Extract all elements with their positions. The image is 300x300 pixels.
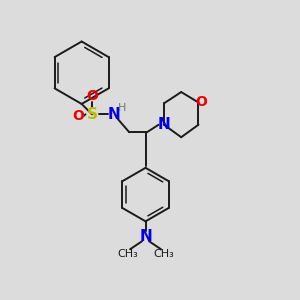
Text: N: N	[158, 117, 170, 132]
Text: H: H	[118, 103, 126, 113]
Text: O: O	[72, 109, 84, 123]
Text: O: O	[195, 95, 207, 110]
Text: N: N	[139, 229, 152, 244]
Text: O: O	[86, 89, 98, 103]
Text: N: N	[108, 107, 121, 122]
Text: CH₃: CH₃	[117, 249, 138, 259]
Text: CH₃: CH₃	[153, 249, 174, 259]
Text: S: S	[86, 107, 98, 122]
